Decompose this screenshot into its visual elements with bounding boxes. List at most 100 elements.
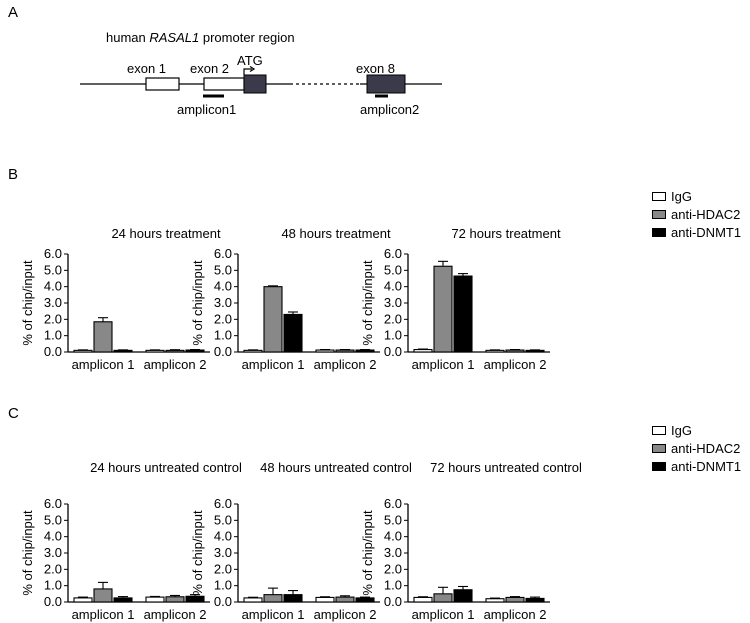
- exon-8-box: [366, 74, 406, 94]
- bar-igg: [485, 349, 505, 353]
- y-tick-label: 0.0: [384, 594, 402, 609]
- y-tick-label: 6.0: [44, 496, 62, 511]
- bar-anti-hdac2: [335, 596, 355, 603]
- y-tick-label: 4.0: [384, 529, 402, 544]
- y-axis-label: % of chip/input: [190, 260, 205, 346]
- chart-title-3: 72 hours treatment: [451, 226, 561, 241]
- y-tick-label: 6.0: [214, 246, 232, 261]
- bar-igg: [485, 598, 505, 603]
- bar-anti-dnmt1: [355, 349, 375, 353]
- promoter-diagram: [80, 65, 442, 98]
- legend-swatch-dnmt1: [652, 462, 666, 471]
- bar-anti-dnmt1: [113, 597, 133, 603]
- legend-swatch-igg: [652, 426, 666, 435]
- legend-item-igg: IgG: [652, 189, 692, 204]
- legend-swatch-igg: [652, 192, 666, 201]
- amplicon2-label: amplicon2: [360, 102, 420, 117]
- bar-anti-dnmt1: [453, 275, 473, 353]
- bar-anti-hdac2: [433, 593, 453, 603]
- y-axis-label: % of chip/input: [360, 510, 375, 596]
- legend-item-dnmt1: anti-DNMT1: [652, 459, 741, 474]
- diagram-title-suffix: promoter region: [199, 30, 295, 45]
- category-label: amplicon 2: [144, 357, 207, 372]
- tss-arrow-icon: [243, 68, 252, 75]
- category-label: amplicon 2: [314, 357, 377, 372]
- y-tick-label: 5.0: [384, 512, 402, 527]
- y-tick-label: 5.0: [44, 262, 62, 277]
- bar-anti-dnmt1: [185, 349, 205, 353]
- y-tick-label: 0.0: [214, 344, 232, 359]
- bar-igg: [413, 348, 433, 353]
- tss-arrowhead-icon: [249, 65, 256, 73]
- chart-title-2: 48 hours treatment: [281, 226, 391, 241]
- category-label: amplicon 1: [242, 357, 305, 372]
- category-label: amplicon 1: [242, 607, 305, 622]
- bar-igg: [145, 349, 165, 353]
- category-label: amplicon 1: [412, 607, 475, 622]
- y-tick-label: 5.0: [214, 512, 232, 527]
- bar-anti-hdac2: [433, 265, 453, 353]
- y-tick-label: 5.0: [214, 262, 232, 277]
- y-tick-label: 1.0: [384, 328, 402, 343]
- y-tick-label: 6.0: [384, 496, 402, 511]
- legend-item-hdac2: anti-HDAC2: [652, 441, 740, 456]
- bar-anti-hdac2: [93, 321, 113, 353]
- panel-label-a: A: [8, 4, 19, 21]
- bar-anti-hdac2: [505, 349, 525, 353]
- y-tick-label: 3.0: [44, 545, 62, 560]
- bar-igg: [315, 596, 335, 603]
- exon-8-label: exon 8: [356, 61, 396, 76]
- amplicon1-label: amplicon1: [177, 102, 237, 117]
- y-tick-label: 3.0: [44, 295, 62, 310]
- exon-1-box: [145, 77, 180, 91]
- y-tick-label: 6.0: [44, 246, 62, 261]
- y-tick-label: 3.0: [214, 545, 232, 560]
- bar-igg: [243, 349, 263, 353]
- legend-item-dnmt1: anti-DNMT1: [652, 225, 741, 240]
- y-tick-label: 2.0: [214, 561, 232, 576]
- legend-swatch-hdac2: [652, 444, 666, 453]
- bar-anti-dnmt1: [113, 349, 133, 353]
- exon-2-label: exon 2: [190, 61, 230, 76]
- y-tick-label: 4.0: [384, 279, 402, 294]
- y-axis-label: % of chip/input: [190, 510, 205, 596]
- y-axis-label: % of chip/input: [20, 510, 35, 596]
- y-tick-label: 5.0: [44, 512, 62, 527]
- category-label: amplicon 2: [484, 357, 547, 372]
- bar-anti-hdac2: [263, 286, 283, 353]
- y-tick-label: 3.0: [384, 295, 402, 310]
- bar-igg: [73, 597, 93, 603]
- diagram-title-prefix: human: [106, 30, 150, 45]
- y-tick-label: 6.0: [214, 496, 232, 511]
- y-tick-label: 2.0: [44, 561, 62, 576]
- legend-swatch-hdac2: [652, 210, 666, 219]
- bar-anti-dnmt1: [525, 349, 545, 353]
- chart-title-5: 48 hours untreated control: [260, 460, 412, 475]
- bar-anti-hdac2: [335, 349, 355, 353]
- legend-item-hdac2: anti-HDAC2: [652, 207, 740, 222]
- bar-igg: [145, 596, 165, 603]
- bar-igg: [243, 597, 263, 603]
- y-tick-label: 0.0: [384, 344, 402, 359]
- bar-anti-dnmt1: [283, 313, 303, 353]
- diagram-title-gene: RASAL1: [149, 30, 200, 45]
- panel-label-c: C: [8, 405, 19, 422]
- y-axis-label: % of chip/input: [20, 260, 35, 346]
- y-tick-label: 2.0: [214, 311, 232, 326]
- bar-igg: [73, 349, 93, 353]
- bar-anti-dnmt1: [283, 594, 303, 603]
- bar-igg: [413, 596, 433, 603]
- panel-label-b: B: [8, 166, 19, 183]
- category-label: amplicon 1: [72, 607, 135, 622]
- y-tick-label: 4.0: [214, 279, 232, 294]
- y-tick-label: 5.0: [384, 262, 402, 277]
- bar-anti-dnmt1: [355, 597, 375, 603]
- bar-anti-hdac2: [505, 596, 525, 603]
- bar-anti-hdac2: [165, 349, 185, 353]
- category-label: amplicon 2: [484, 607, 547, 622]
- category-label: amplicon 1: [72, 357, 135, 372]
- y-tick-label: 1.0: [214, 328, 232, 343]
- category-label: amplicon 1: [412, 357, 475, 372]
- y-tick-label: 0.0: [214, 594, 232, 609]
